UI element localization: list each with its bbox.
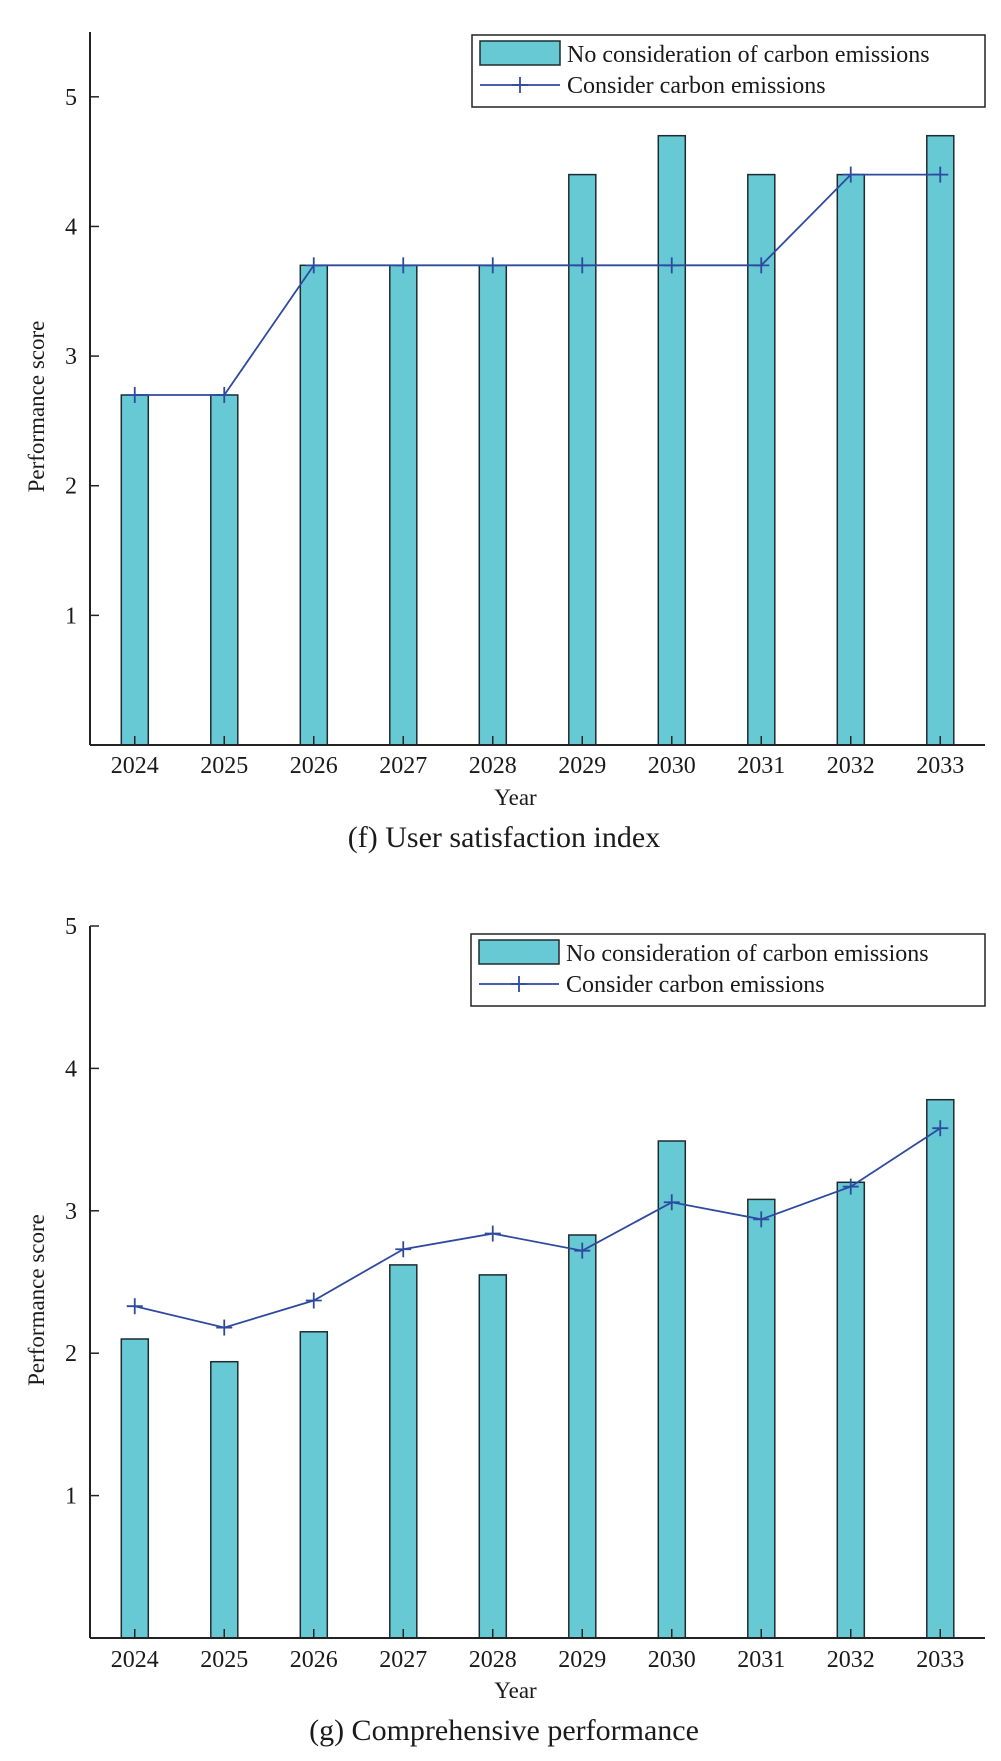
bar-2028 xyxy=(478,1274,508,1639)
bars-group xyxy=(120,134,955,746)
x-tick-label: 2028 xyxy=(469,753,517,779)
line-point-2032 xyxy=(842,166,859,183)
y-tick-label: 1 xyxy=(65,1484,77,1510)
bar-2026 xyxy=(299,1331,329,1639)
bar-2025 xyxy=(210,394,239,746)
y-axis-label: Performance score xyxy=(24,1214,49,1386)
x-tick-label: 2025 xyxy=(200,753,248,779)
y-axis-label: Performance score xyxy=(24,321,49,493)
line-point-2033 xyxy=(932,1120,949,1137)
bar-2033 xyxy=(926,134,955,746)
line-point-2031 xyxy=(753,1211,770,1228)
bar-2032 xyxy=(836,1181,866,1639)
line-point-2033 xyxy=(932,166,949,183)
x-tick-label: 2026 xyxy=(290,1647,338,1673)
line-point-2026 xyxy=(305,257,322,274)
chart-f-svg: 1 2 3 4 5 2024 2025 2026 2027 2028 2029 2030 2031 203… xyxy=(24,32,986,854)
x-tick-label: 2031 xyxy=(737,1647,785,1673)
line-point-2024 xyxy=(126,386,143,403)
x-tick-label: 2030 xyxy=(648,753,696,779)
x-tick-label: 2029 xyxy=(558,753,606,779)
bar-2030 xyxy=(657,1140,687,1639)
line-point-2028 xyxy=(484,1225,501,1242)
bar-2031 xyxy=(747,1198,776,1639)
series-line xyxy=(134,173,941,396)
y-tick-label: 3 xyxy=(65,1199,77,1225)
x-axis-label: Year xyxy=(494,1678,537,1703)
line-point-2025 xyxy=(216,1319,233,1336)
legend-bar-swatch xyxy=(479,40,561,66)
bar-2033 xyxy=(926,1098,955,1639)
x-tick-label: 2025 xyxy=(200,1647,248,1673)
chart-caption: (g) Comprehensive performance xyxy=(309,1714,699,1747)
y-tick-label: 5 xyxy=(65,914,77,940)
legend-bar-label: No consideration of carbon emissions xyxy=(567,42,930,68)
x-tick-label: 2032 xyxy=(827,753,875,779)
chart-user-satisfaction: 1 2 3 4 5 2024 2025 2026 2027 2028 2029 2030 2031 203… xyxy=(0,0,1001,880)
bar-2028 xyxy=(478,264,508,746)
x-tick-label: 2028 xyxy=(469,1647,517,1673)
bar-2027 xyxy=(389,264,418,746)
line-point-2024 xyxy=(126,1298,143,1315)
y-tick-label: 3 xyxy=(65,344,77,370)
legend-line-label: Consider carbon emissions xyxy=(567,73,826,99)
chart-comprehensive-performance: 1 2 3 4 5 2024 2025 2026 2027 2028 2029 2030 2031 203… xyxy=(0,880,1001,1761)
y-tick-label: 2 xyxy=(65,1341,77,1367)
line-point-2030 xyxy=(663,1194,680,1211)
bar-2024 xyxy=(120,394,150,746)
x-tick-label: 2024 xyxy=(111,753,159,779)
line-point-2025 xyxy=(216,386,233,403)
bar-2027 xyxy=(389,1264,418,1639)
legend-bar-label: No consideration of carbon emissions xyxy=(566,941,929,967)
y-tick-label: 5 xyxy=(65,85,77,111)
line-point-2029 xyxy=(574,1242,591,1259)
series-line xyxy=(134,1127,941,1329)
line-point-2028 xyxy=(484,257,501,274)
y-tick-label: 4 xyxy=(65,1056,77,1082)
x-tick-label: 2027 xyxy=(379,753,427,779)
bar-2030 xyxy=(657,134,687,746)
bar-2024 xyxy=(120,1338,150,1639)
bars-group xyxy=(120,1098,955,1639)
bar-2032 xyxy=(836,173,866,746)
bar-2029 xyxy=(568,1234,597,1639)
line-point-2027 xyxy=(395,257,412,274)
chart-g-svg: 1 2 3 4 5 2024 2025 2026 2027 2028 2029 2030 2031 203… xyxy=(24,914,986,1747)
x-tick-label: 2030 xyxy=(648,1647,696,1673)
chart-caption: (f) User satisfaction index xyxy=(348,821,660,854)
x-tick-label: 2033 xyxy=(916,753,964,779)
legend-line-label: Consider carbon emissions xyxy=(566,972,825,998)
line-point-2029 xyxy=(574,257,591,274)
y-tick-label: 1 xyxy=(65,603,77,629)
x-axis-label: Year xyxy=(494,785,537,810)
x-tick-label: 2029 xyxy=(558,1647,606,1673)
legend-line-marker xyxy=(511,976,527,992)
line-point-2032 xyxy=(842,1178,859,1195)
x-tick-label: 2033 xyxy=(916,1647,964,1673)
x-tick-label: 2027 xyxy=(379,1647,427,1673)
y-tick-label: 2 xyxy=(65,474,77,500)
line-point-2027 xyxy=(395,1241,412,1258)
line-point-2026 xyxy=(305,1292,322,1309)
bar-2025 xyxy=(210,1360,239,1639)
x-tick-label: 2026 xyxy=(290,753,338,779)
line-point-2030 xyxy=(663,257,680,274)
x-tick-label: 2024 xyxy=(111,1647,159,1673)
x-tick-label: 2032 xyxy=(827,1647,875,1673)
line-point-2031 xyxy=(753,257,770,274)
legend: No consideration of carbon emissions Cons… xyxy=(471,34,986,108)
legend-line-marker xyxy=(512,77,528,93)
x-tick-label: 2031 xyxy=(737,753,785,779)
y-tick-label: 4 xyxy=(65,214,77,240)
legend-bar-swatch xyxy=(478,939,560,965)
bar-2026 xyxy=(299,264,329,746)
legend: No consideration of carbon emissions Cons… xyxy=(470,933,986,1007)
